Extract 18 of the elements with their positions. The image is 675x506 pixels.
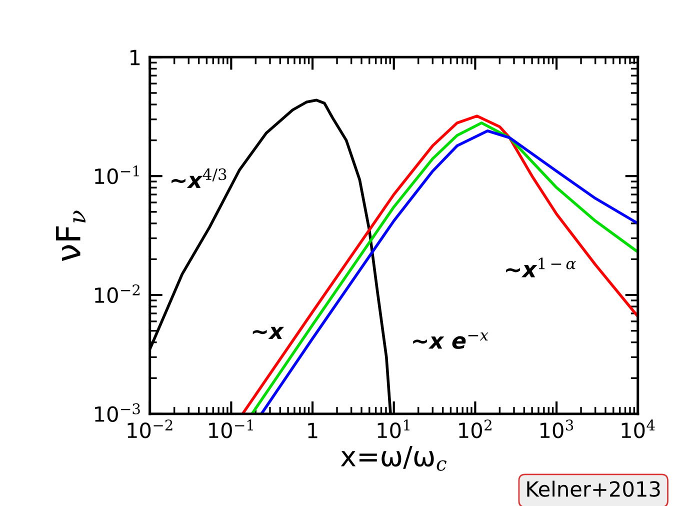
x-tick-label: 10$^{3}$ [540,420,574,438]
y-tick-label: 10$^{−1}$ [95,165,139,184]
x-tick-label: 10$^{2}$ [459,420,492,438]
x-tick-label: 10$^{−2}$ [128,420,172,438]
x-axis-title: x=ω/ω$_{c}$ [340,446,446,471]
x-tick-label: 10$^{−1}$ [209,420,253,438]
y-tick-label: 10$^{−2}$ [95,284,140,304]
x-tick-label: 10$^{4}$ [622,420,655,438]
x-tick-label: 10$^{1}$ [378,420,410,438]
annotation: ∼x$^{4/3}$ [172,168,226,188]
x-tick-label: 1 [308,422,318,438]
y-axis-title: νF$_{ν}$ [56,210,86,262]
annotation: ∼x$^{1−α}$ [506,258,576,278]
y-tick-label: 10$^{−3}$ [95,403,140,422]
text: Kelner+2013 [527,480,660,497]
y-tick-label: 1 [130,50,140,66]
annotation: ∼x [252,326,284,340]
annotation: ∼x e$^{−x}$ [413,332,488,349]
